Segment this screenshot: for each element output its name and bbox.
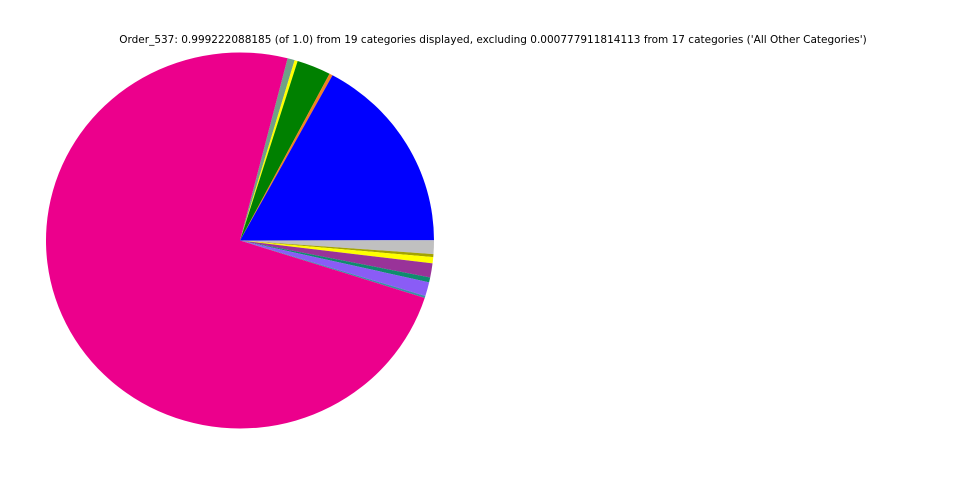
slice-teal	[240, 240, 431, 283]
slice-magenta	[45, 52, 425, 429]
slice-gray	[240, 240, 435, 255]
slice-green	[240, 61, 330, 241]
slice-blue	[240, 75, 434, 241]
slice-orange-sliver	[240, 73, 333, 241]
slice-violet	[240, 240, 430, 296]
chart-title: Order_537: 0.999222088185 (of 1.0) from …	[119, 34, 867, 46]
slice-purple	[240, 240, 433, 278]
slice-steel-teal-sliver	[240, 240, 426, 298]
slice-yellow	[240, 240, 434, 264]
pie-wedges-group	[45, 52, 435, 429]
slice-dark-yellow-sliver	[240, 240, 434, 258]
slice-yellow-sliver-top	[240, 60, 298, 241]
slice-cadet-green-sliver	[240, 58, 295, 241]
